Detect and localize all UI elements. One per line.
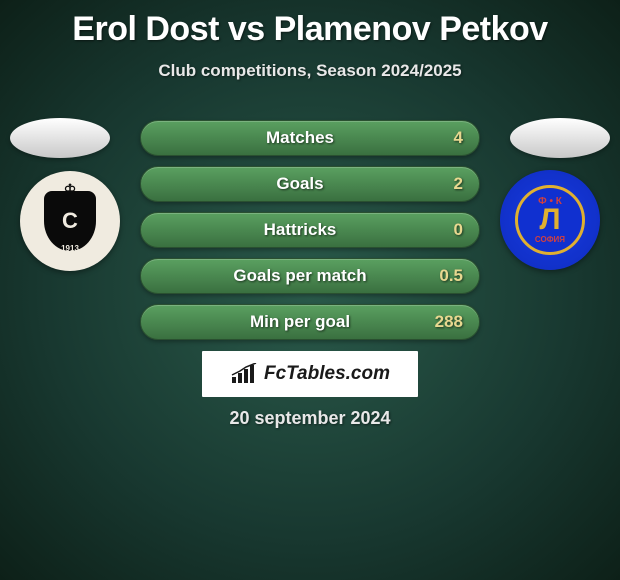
- player-right-avatar: [510, 118, 610, 158]
- club-left-shield: ♔ C 1913: [44, 191, 96, 251]
- branding-text: FcTables.com: [264, 363, 390, 385]
- date-label: 20 september 2024: [0, 408, 620, 429]
- stat-right-value: 0.5: [433, 266, 463, 286]
- page-title: Erol Dost vs Plamenov Petkov: [0, 0, 620, 49]
- stat-row-goals: Goals 2: [140, 166, 480, 202]
- player-left-avatar: [10, 118, 110, 158]
- stat-row-goals-per-match: Goals per match 0.5: [140, 258, 480, 294]
- club-right-letter: Л: [539, 203, 560, 237]
- club-right-shield: Ф • К Л СОФИЯ: [515, 185, 585, 255]
- stat-right-value: 0: [433, 220, 463, 240]
- club-right-badge: Ф • К Л СОФИЯ: [500, 170, 600, 270]
- chart-icon: [230, 363, 258, 385]
- crown-icon: ♔: [64, 181, 77, 198]
- stat-label: Goals: [167, 174, 433, 194]
- stat-label: Matches: [167, 128, 433, 148]
- stat-right-value: 2: [433, 174, 463, 194]
- club-left-letter: C: [62, 208, 78, 234]
- stat-row-min-per-goal: Min per goal 288: [140, 304, 480, 340]
- stat-right-value: 288: [433, 312, 463, 332]
- stat-row-hattricks: Hattricks 0: [140, 212, 480, 248]
- stat-right-value: 4: [433, 128, 463, 148]
- club-left-badge: ♔ C 1913: [20, 171, 120, 271]
- stats-container: Matches 4 Goals 2 Hattricks 0 Goals per …: [140, 120, 480, 350]
- page-subtitle: Club competitions, Season 2024/2025: [0, 61, 620, 81]
- stat-label: Goals per match: [167, 266, 433, 286]
- branding-badge[interactable]: FcTables.com: [202, 351, 418, 397]
- stat-row-matches: Matches 4: [140, 120, 480, 156]
- club-left-year: 1913: [61, 244, 79, 253]
- stat-label: Min per goal: [167, 312, 433, 332]
- stat-label: Hattricks: [167, 220, 433, 240]
- club-right-top-text: Ф • К: [538, 196, 562, 207]
- club-right-bottom-text: СОФИЯ: [535, 235, 565, 244]
